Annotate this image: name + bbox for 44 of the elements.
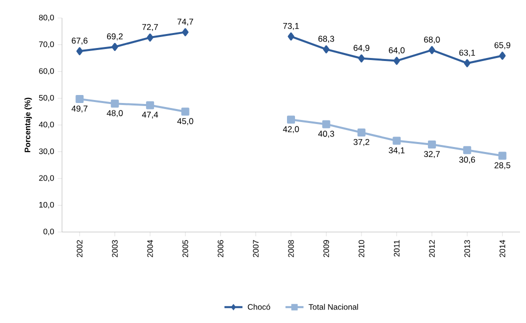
data-label: 45,0: [177, 118, 194, 126]
data-label: 32,7: [424, 151, 440, 158]
data-label: 69,2: [107, 33, 123, 40]
point: [498, 152, 506, 160]
data-label: 63,1: [459, 50, 475, 57]
point: [392, 136, 401, 145]
data-label: 68,3: [318, 36, 334, 43]
data-label: 65,9: [494, 42, 510, 50]
point: [287, 116, 296, 124]
data-label: 47,4: [142, 112, 158, 119]
point: [76, 47, 83, 56]
data-label: 73,1: [283, 22, 299, 30]
data-label: 42,0: [282, 126, 299, 134]
point: [76, 95, 84, 104]
data-label: 68,0: [424, 36, 440, 44]
point: [393, 56, 400, 65]
data-label: 67,6: [72, 38, 88, 45]
data-label: 37,2: [354, 139, 370, 146]
data-label: 64,9: [354, 44, 370, 52]
point: [288, 32, 294, 40]
data-label: 49,7: [72, 106, 88, 113]
point: [322, 45, 330, 54]
data-label: 40,3: [318, 130, 334, 138]
point: [464, 59, 470, 68]
data-label: 30,6: [459, 156, 476, 164]
point: [112, 42, 118, 51]
point: [146, 101, 154, 110]
data-label: 74,7: [178, 18, 194, 26]
point: [146, 34, 154, 42]
data-label: 28,5: [494, 162, 510, 170]
point: [322, 120, 330, 128]
data-label: 34,1: [388, 147, 405, 154]
point: [428, 46, 436, 54]
point: [428, 140, 436, 149]
data-label: 64,0: [388, 47, 405, 54]
point: [463, 146, 472, 154]
point: [182, 28, 189, 36]
data-label: 48,0: [106, 110, 123, 118]
point: [499, 52, 506, 60]
point: [110, 100, 119, 108]
point: [358, 54, 365, 62]
point: [181, 108, 190, 116]
data-label: 72,7: [142, 24, 158, 32]
point: [357, 128, 366, 136]
